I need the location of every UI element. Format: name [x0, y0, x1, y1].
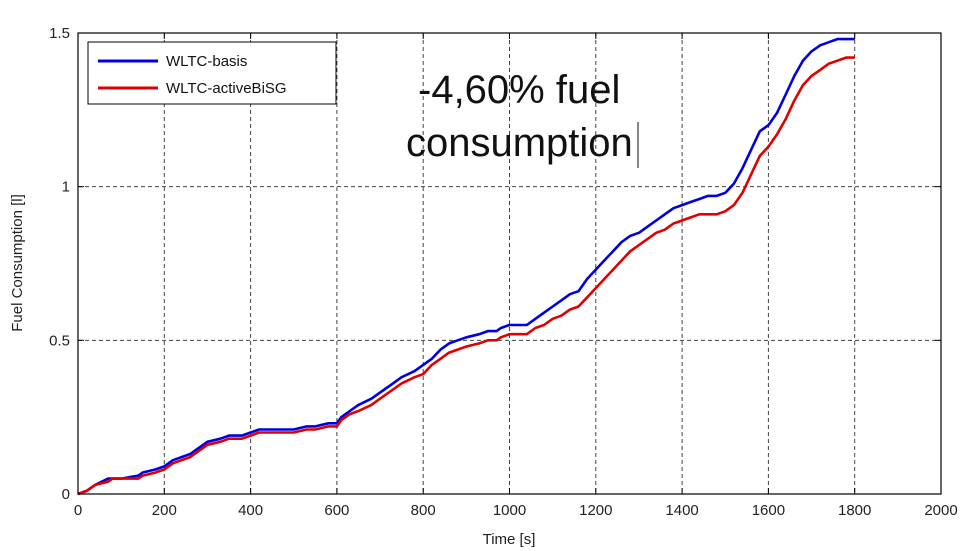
x-tick-label: 2000	[924, 502, 957, 519]
x-tick-labels: 0 200 400 600 800 1000 1200 1400 1600 1800 2000	[74, 502, 958, 519]
y-tick-label: 1	[62, 179, 70, 196]
x-tick-label: 0	[74, 502, 82, 519]
x-tick-label: 600	[324, 502, 349, 519]
series-line-wltc-activebisg	[77, 56, 855, 496]
legend-label-wltc-activebisg: WLTC-activeBiSG	[166, 80, 287, 97]
annotation: -4,60% fuel consumption	[406, 68, 639, 168]
y-axis-label: Fuel Consumption [l]	[9, 194, 26, 332]
tick-marks	[77, 32, 942, 495]
plot-area	[78, 33, 941, 494]
x-tick-label: 1000	[493, 502, 526, 519]
grid-lines	[78, 33, 941, 494]
legend-label-wltc-basis: WLTC-basis	[166, 53, 247, 70]
y-tick-label: 0.5	[49, 332, 70, 349]
x-tick-label: 1600	[752, 502, 785, 519]
series-line-wltc-basis	[77, 37, 855, 496]
y-tick-label: 0	[62, 486, 70, 503]
y-tick-labels: 0 0.5 1 1.5	[49, 25, 70, 503]
legend: WLTC-basis WLTC-activeBiSG	[87, 41, 337, 105]
x-tick-label: 1200	[579, 502, 612, 519]
y-tick-label: 1.5	[49, 25, 70, 42]
annotation-line-1: -4,60% fuel	[418, 68, 620, 112]
x-tick-label: 800	[411, 502, 436, 519]
x-tick-label: 1800	[838, 502, 871, 519]
x-tick-label: 1400	[665, 502, 698, 519]
x-tick-label: 200	[152, 502, 177, 519]
x-axis-label: Time [s]	[483, 531, 536, 548]
x-tick-label: 400	[238, 502, 263, 519]
annotation-line-2: consumption	[406, 121, 633, 165]
legend-box	[87, 41, 337, 105]
series-lines	[77, 37, 855, 496]
